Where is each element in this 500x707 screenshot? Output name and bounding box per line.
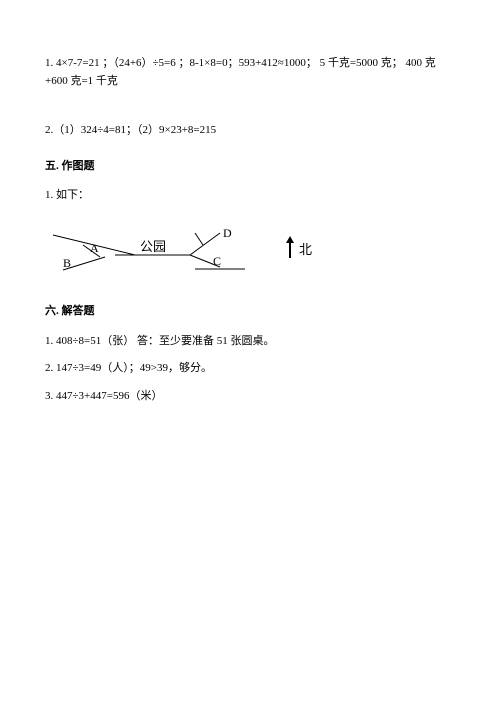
section-6-item-2: 2. 147÷3=49（人）；49>39，够分。 [45, 360, 455, 378]
spacer [45, 100, 455, 122]
svg-text:B: B [63, 256, 71, 270]
svg-text:D: D [223, 226, 232, 240]
park-diagram: A B D C 公园 [45, 215, 255, 285]
svg-text:A: A [90, 241, 99, 255]
section-5-item-1: 1. 如下： [45, 187, 455, 205]
north-indicator: 北 [285, 236, 312, 265]
diagram-row: A B D C 公园 北 [45, 215, 455, 285]
north-label: 北 [299, 240, 312, 261]
section-5-title: 五. 作图题 [45, 158, 455, 176]
svg-text:C: C [213, 254, 221, 268]
answer-line-2: 2.（1）324÷4=81；（2）9×23+8=215 [45, 122, 455, 140]
north-arrow-icon [285, 236, 295, 265]
section-6-item-1: 1. 408÷8=51（张） 答：至少要准备 51 张圆桌。 [45, 333, 455, 351]
section-6-item-3: 3. 447÷3+447=596（米） [45, 388, 455, 406]
section-6-title: 六. 解答题 [45, 303, 455, 321]
answer-line-1: 1. 4×7-7=21 ；（24+6）÷5=6 ；8-1×8=0；593+412… [45, 55, 455, 90]
svg-text:公园: 公园 [140, 239, 166, 254]
